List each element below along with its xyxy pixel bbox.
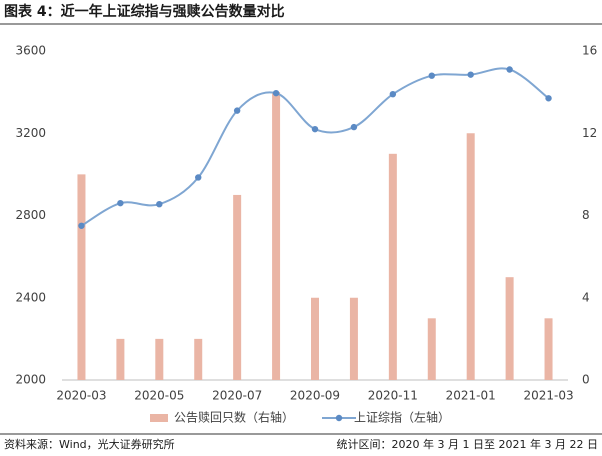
legend-swatch — [335, 414, 343, 422]
x-tick-label: 2020-07 — [212, 389, 262, 403]
source-note: 资料来源：Wind，光大证券研究所 — [4, 437, 175, 451]
y2-tick-label: 16 — [582, 44, 597, 58]
x-tick-label: 2020-03 — [56, 389, 106, 403]
y-tick-label: 2000 — [15, 373, 46, 387]
x-tick-label: 2021-01 — [446, 389, 496, 403]
bar — [388, 153, 397, 380]
line-marker — [195, 174, 202, 181]
line-marker — [389, 90, 397, 98]
line-marker — [350, 123, 358, 131]
line-marker — [467, 71, 474, 78]
y-tick-label: 3600 — [15, 44, 46, 58]
legend-label: 上证综指（左轴） — [354, 410, 450, 425]
line-marker — [311, 125, 319, 133]
y2-tick-label: 8 — [582, 208, 590, 222]
x-tick-label: 2020-11 — [368, 389, 418, 403]
bar — [427, 318, 436, 380]
y2-tick-label: 0 — [582, 373, 590, 387]
bar — [77, 174, 86, 380]
bar — [272, 92, 281, 380]
chart-title: 图表 4：近一年上证综指与强赎公告数量对比 — [4, 3, 285, 20]
line-marker — [428, 72, 435, 79]
line-marker — [78, 222, 85, 229]
line-marker — [506, 66, 513, 73]
bar — [311, 297, 319, 380]
bar — [116, 338, 125, 380]
bar — [349, 297, 358, 380]
line-marker — [117, 199, 124, 207]
legend-swatch — [150, 414, 168, 422]
line-marker — [156, 200, 163, 208]
bar — [233, 194, 242, 380]
bar — [544, 318, 553, 380]
x-tick-label: 2020-05 — [134, 389, 184, 403]
y-tick-label: 2800 — [15, 208, 46, 222]
legend-label: 公告赎回只数（右轴） — [174, 410, 294, 425]
bar — [155, 338, 164, 380]
x-tick-label: 2020-09 — [290, 389, 340, 403]
y2-tick-label: 12 — [582, 126, 597, 140]
line-marker — [272, 89, 280, 97]
line-marker — [233, 107, 241, 114]
bar — [466, 133, 475, 380]
line-marker — [545, 95, 552, 102]
line — [80, 67, 550, 227]
y-tick-label: 3200 — [15, 126, 46, 140]
period-note: 统计区间：2020 年 3 月 1 日至 2021 年 3 月 22 日 — [337, 437, 598, 451]
bar — [194, 338, 203, 380]
y-tick-label: 2400 — [15, 290, 46, 304]
y2-tick-label: 4 — [582, 290, 590, 304]
x-tick-label: 2021-03 — [523, 389, 573, 403]
bar — [505, 277, 514, 380]
